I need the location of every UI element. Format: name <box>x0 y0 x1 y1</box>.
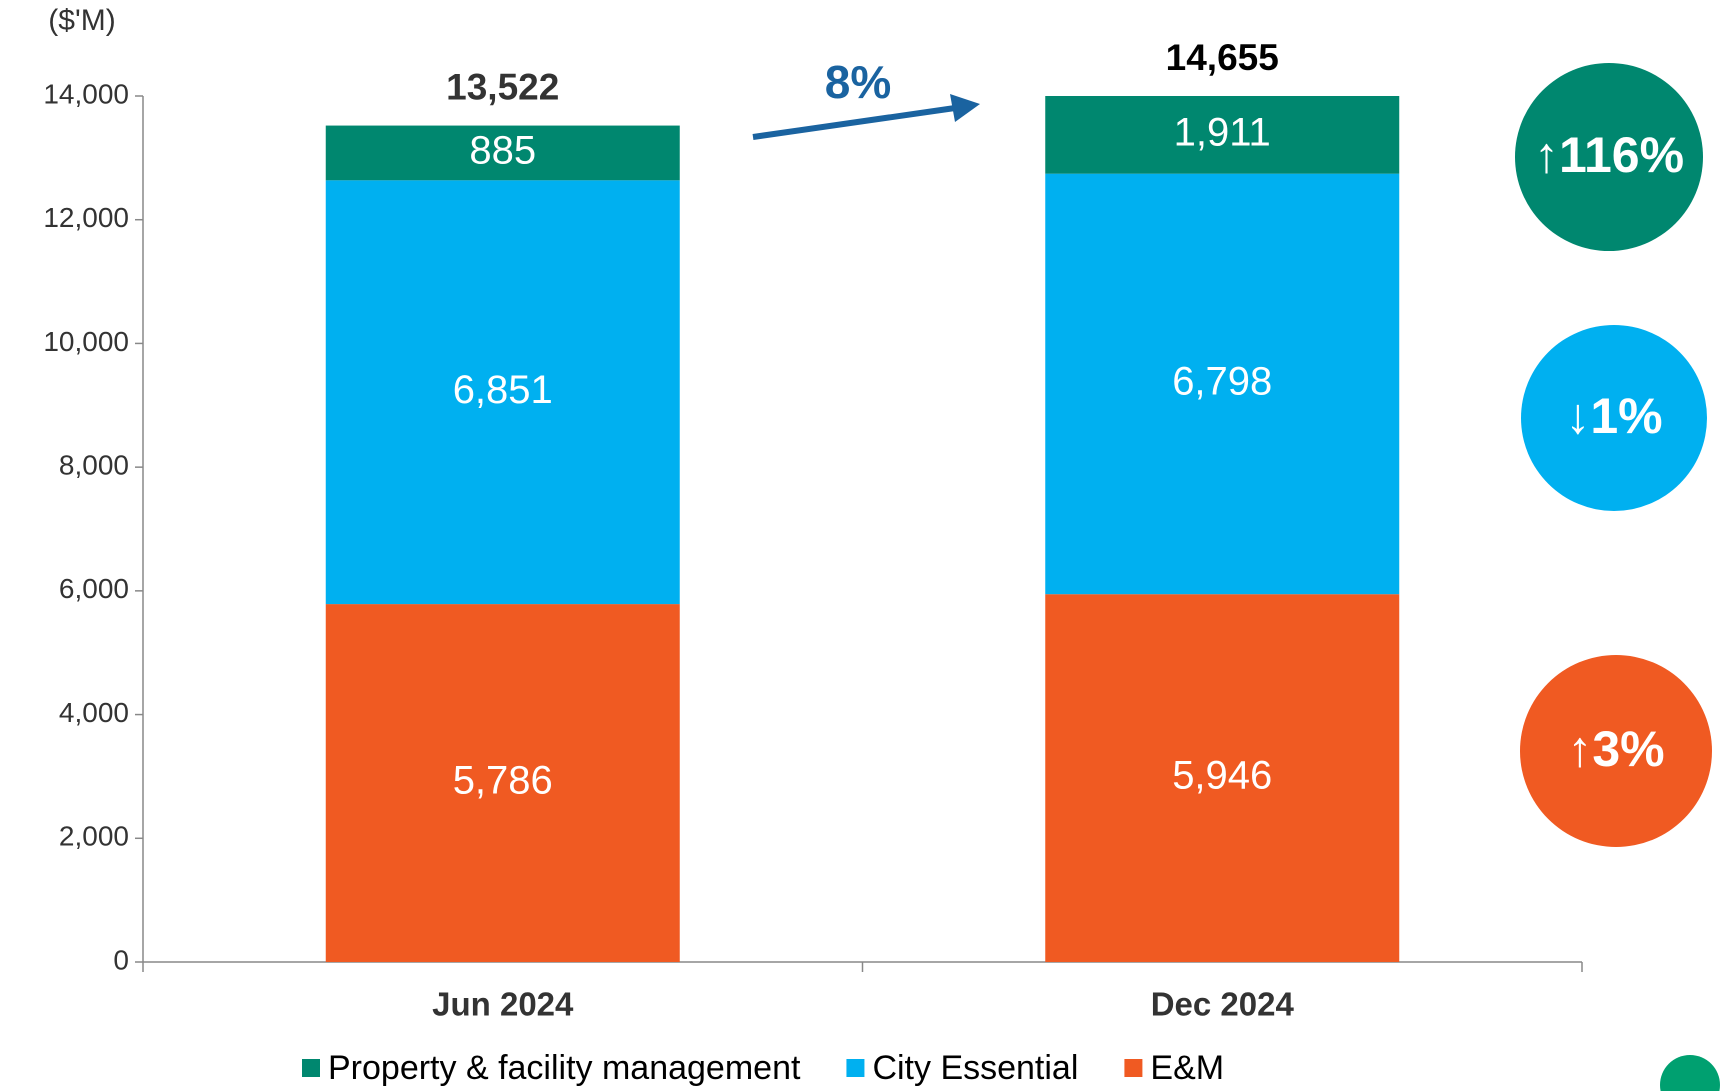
bar-segment <box>325 125 680 181</box>
bar-segment <box>1045 173 1400 595</box>
data-label: 6,798 <box>1172 360 1272 404</box>
change-label: ↑116% <box>1534 127 1684 183</box>
change-badge <box>1520 655 1712 847</box>
growth-arrowhead <box>950 94 980 122</box>
change-label: ↑3% <box>1567 721 1664 777</box>
total-label: 13,522 <box>446 66 559 107</box>
bar-segment <box>1045 96 1400 174</box>
y-tick-label: 6,000 <box>59 573 129 604</box>
x-tick-label: Jun 2024 <box>432 986 574 1023</box>
data-label: 5,786 <box>453 759 553 803</box>
y-tick-label: 14,000 <box>43 78 129 109</box>
decoration <box>1660 1055 1720 1091</box>
data-label: 6,851 <box>453 368 553 412</box>
legend-label: City Essential <box>872 1049 1078 1087</box>
change-label: ↓1% <box>1565 388 1662 444</box>
data-label: 1,911 <box>1174 110 1271 154</box>
y-axis-label: ($'M) <box>48 4 115 37</box>
change-badge <box>1515 63 1703 251</box>
y-tick-label: 0 <box>113 944 129 975</box>
legend-label: E&M <box>1150 1049 1224 1087</box>
legend-swatch <box>1124 1059 1143 1077</box>
bar-segment <box>1045 594 1400 962</box>
y-tick-label: 10,000 <box>43 326 129 357</box>
legend-swatch <box>846 1059 865 1077</box>
y-tick-label: 12,000 <box>43 202 129 233</box>
legend-swatch <box>302 1059 320 1077</box>
y-tick-label: 2,000 <box>59 821 129 852</box>
bar-segment <box>325 604 680 962</box>
data-label: 885 <box>469 129 536 173</box>
y-tick-label: 8,000 <box>59 450 129 481</box>
growth-arrow <box>752 105 956 140</box>
bar-segment <box>325 180 680 605</box>
change-badge <box>1521 325 1707 511</box>
data-label: 5,946 <box>1172 754 1272 798</box>
x-tick-label: Dec 2024 <box>1151 986 1295 1023</box>
total-label: 14,655 <box>1166 37 1279 78</box>
growth-label: 8% <box>825 56 891 108</box>
legend-label: Property & facility management <box>328 1049 801 1087</box>
y-tick-label: 4,000 <box>59 697 129 728</box>
bars <box>325 96 1400 962</box>
